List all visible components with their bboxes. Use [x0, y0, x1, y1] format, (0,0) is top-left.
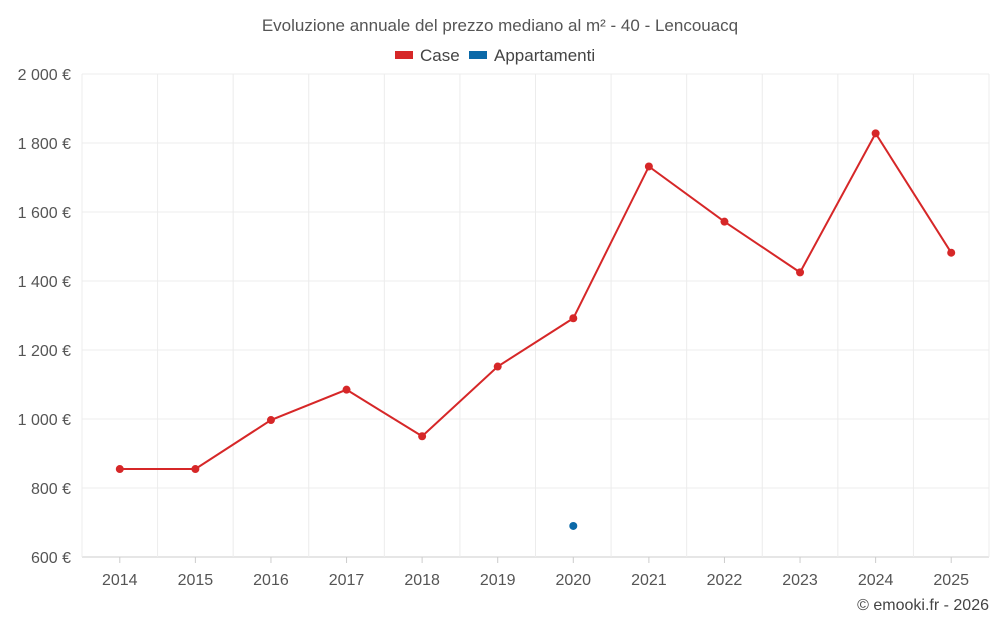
data-point-case[interactable] [493, 362, 502, 371]
x-tick-label: 2024 [858, 572, 894, 589]
y-tick-label: 600 € [31, 550, 71, 567]
series-line-case [119, 131, 953, 471]
y-tick-label: 1 200 € [18, 343, 71, 360]
legend-label-appartamenti[interactable]: Appartamenti [494, 46, 595, 65]
series-group [115, 129, 956, 530]
legend-label-case[interactable]: Case [420, 46, 460, 65]
x-tick-label: 2022 [707, 572, 743, 589]
legend-swatch-appartamenti [469, 51, 487, 59]
legend: Case Appartamenti [395, 46, 595, 65]
y-tick-label: 1 600 € [18, 205, 71, 222]
y-tick-label: 1 400 € [18, 274, 71, 291]
x-tick-label: 2016 [253, 572, 289, 589]
grid [81, 73, 990, 558]
data-point-case[interactable] [266, 416, 275, 425]
y-tick-label: 1 800 € [18, 136, 71, 153]
y-tick-label: 1 000 € [18, 412, 71, 429]
x-tick-label: 2019 [480, 572, 516, 589]
credit-text: © emooki.fr - 2026 [857, 597, 989, 614]
data-point-case[interactable] [947, 248, 956, 257]
data-point-case[interactable] [569, 314, 578, 323]
data-point-appartamenti[interactable] [569, 521, 578, 530]
x-tick-label: 2014 [102, 572, 138, 589]
data-point-case[interactable] [720, 217, 729, 226]
chart-title: Evoluzione annuale del prezzo mediano al… [262, 16, 738, 35]
x-tick-label: 2025 [933, 572, 969, 589]
x-tick-label: 2015 [178, 572, 214, 589]
x-tick-label: 2017 [329, 572, 365, 589]
x-tick-label: 2023 [782, 572, 818, 589]
data-point-case[interactable] [115, 465, 124, 474]
data-point-case[interactable] [191, 465, 200, 474]
data-point-case[interactable] [342, 385, 351, 394]
x-tick-label: 2021 [631, 572, 667, 589]
data-point-case[interactable] [796, 268, 805, 277]
x-tick-label: 2018 [404, 572, 440, 589]
y-tick-label: 2 000 € [18, 67, 71, 84]
legend-swatch-case [395, 51, 413, 59]
data-point-case[interactable] [871, 129, 880, 138]
data-point-case[interactable] [644, 162, 653, 171]
y-axis: 600 € 800 € 1 000 € 1 200 € 1 400 € 1 600 € 1 … [18, 67, 71, 567]
data-point-case[interactable] [418, 432, 427, 441]
x-axis: 2014 2015 2016 2017 2018 2019 2020 2021 2022 2023… [102, 557, 969, 589]
y-tick-label: 800 € [31, 481, 71, 498]
x-tick-label: 2020 [555, 572, 591, 589]
